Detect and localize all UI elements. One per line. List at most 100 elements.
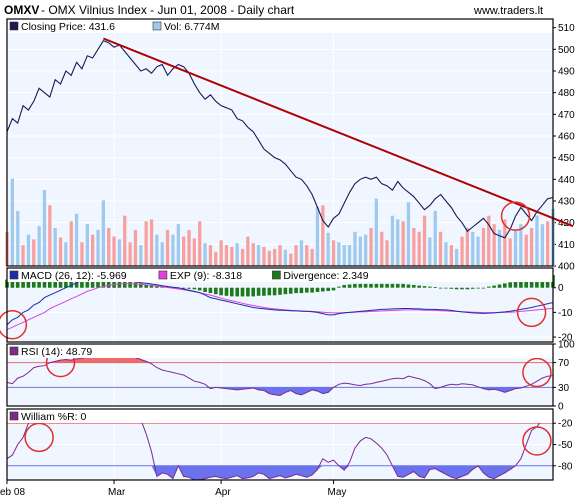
y-tick-label: 410: [558, 240, 575, 251]
volume-bar: [149, 219, 154, 266]
volume-bar: [128, 242, 132, 267]
volume-bar: [32, 239, 36, 266]
divergence-bar: [256, 287, 261, 296]
divergence-bar: [262, 287, 266, 296]
divergence-bar: [337, 286, 341, 288]
volume-bar: [476, 236, 480, 266]
volume-bar: [85, 224, 89, 266]
volume-bar: [37, 226, 41, 266]
divergence-bar: [406, 284, 411, 288]
site-link[interactable]: www.traders.lt: [473, 5, 543, 17]
y-tick-label: 460: [558, 132, 575, 143]
divergence-bar: [235, 287, 239, 297]
y-tick-label: 0: [558, 283, 564, 294]
volume-bar: [546, 221, 550, 266]
divergence-bar: [315, 287, 320, 292]
legend-square-icon: [9, 21, 19, 31]
divergence-bar: [294, 287, 298, 294]
divergence-bar: [10, 276, 15, 288]
divergence-bar: [369, 283, 373, 288]
volume-bar: [358, 236, 362, 266]
divergence-bar: [535, 277, 539, 288]
volume-bar: [198, 221, 202, 266]
volume-bar: [203, 243, 207, 266]
y-tick-label: 480: [558, 88, 575, 99]
volume-bar: [21, 245, 25, 266]
divergence-bar: [347, 284, 352, 288]
legend-bar: [7, 19, 553, 33]
volume-bar: [283, 249, 287, 266]
divergence-bar: [224, 287, 229, 296]
volume-bar: [364, 234, 368, 267]
volume-bar: [48, 205, 52, 266]
legend-label: Closing Price: 431.6: [21, 21, 115, 33]
y-tick-label: 510: [558, 23, 575, 34]
divergence-bar: [524, 279, 528, 288]
volume-bar: [508, 238, 512, 266]
legend-label: EXP (9): -8.318: [170, 270, 242, 282]
y-tick-label: 400: [558, 262, 575, 273]
y-tick-label: 430: [558, 197, 575, 208]
volume-bar: [396, 219, 400, 266]
divergence-bar: [396, 283, 400, 288]
divergence-bar: [470, 287, 475, 289]
volume-bar: [91, 234, 95, 267]
volume-bar: [219, 240, 223, 266]
divergence-bar: [192, 287, 197, 290]
divergence-bar: [444, 287, 448, 289]
x-tick-label: Mar: [108, 487, 126, 498]
legend-label: MACD (26, 12): -5.969: [21, 270, 127, 282]
price-line: [6, 40, 554, 239]
y-tick-label: 470: [558, 110, 575, 121]
y-tick-label: 70: [558, 358, 570, 369]
legend-label: William %R: 0: [21, 411, 86, 423]
volume-bar: [289, 253, 293, 266]
volume-bar: [144, 221, 148, 266]
volume-bar: [101, 200, 105, 266]
legend-label: Divergence: 2.349: [283, 270, 368, 282]
divergence-bar: [219, 287, 223, 296]
highlight-circle: [516, 297, 547, 328]
volume-bar: [321, 205, 325, 266]
volume-bar: [58, 237, 63, 266]
volume-bar: [160, 242, 164, 267]
volume-bar: [385, 240, 389, 266]
divergence-bar: [310, 287, 314, 293]
divergence-bar: [197, 287, 202, 291]
legend-square-icon: [9, 270, 19, 280]
volume-bar: [251, 243, 255, 266]
legend-square-icon: [158, 270, 168, 280]
volume-bar: [74, 213, 79, 267]
volume-bar: [465, 228, 469, 266]
williams-panel: -20 -50 -80 William %R: 0: [6, 408, 573, 481]
divergence-bar: [128, 281, 132, 288]
divergence-bar: [326, 287, 330, 291]
divergence-bar: [460, 287, 464, 290]
y-tick-label: 450: [558, 153, 575, 164]
volume-bar: [192, 238, 196, 266]
divergence-bar: [155, 285, 159, 288]
volume-bar: [305, 245, 309, 266]
volume-bar: [310, 248, 314, 266]
y-tick-label: 30: [558, 383, 570, 394]
volume-bar: [422, 215, 427, 267]
volume-bar: [315, 207, 320, 266]
divergence-bar: [321, 287, 325, 292]
x-tick-label: eb 08: [0, 487, 25, 498]
volume-bar: [262, 247, 266, 266]
volume-bar: [374, 198, 378, 267]
volume-bar: [487, 215, 491, 267]
y-tick-label: -80: [558, 461, 573, 472]
divergence-bar: [449, 287, 454, 289]
divergence-bar: [283, 287, 288, 295]
volume-bar: [492, 224, 496, 266]
divergence-bar: [149, 285, 154, 288]
volume-bar: [294, 245, 298, 266]
y-tick-label: 440: [558, 175, 575, 186]
divergence-bar: [379, 283, 384, 288]
volume-bar: [471, 231, 475, 266]
divergence-bar: [363, 283, 368, 288]
y-tick-label: 500: [558, 45, 575, 56]
volume-bar: [353, 231, 357, 266]
